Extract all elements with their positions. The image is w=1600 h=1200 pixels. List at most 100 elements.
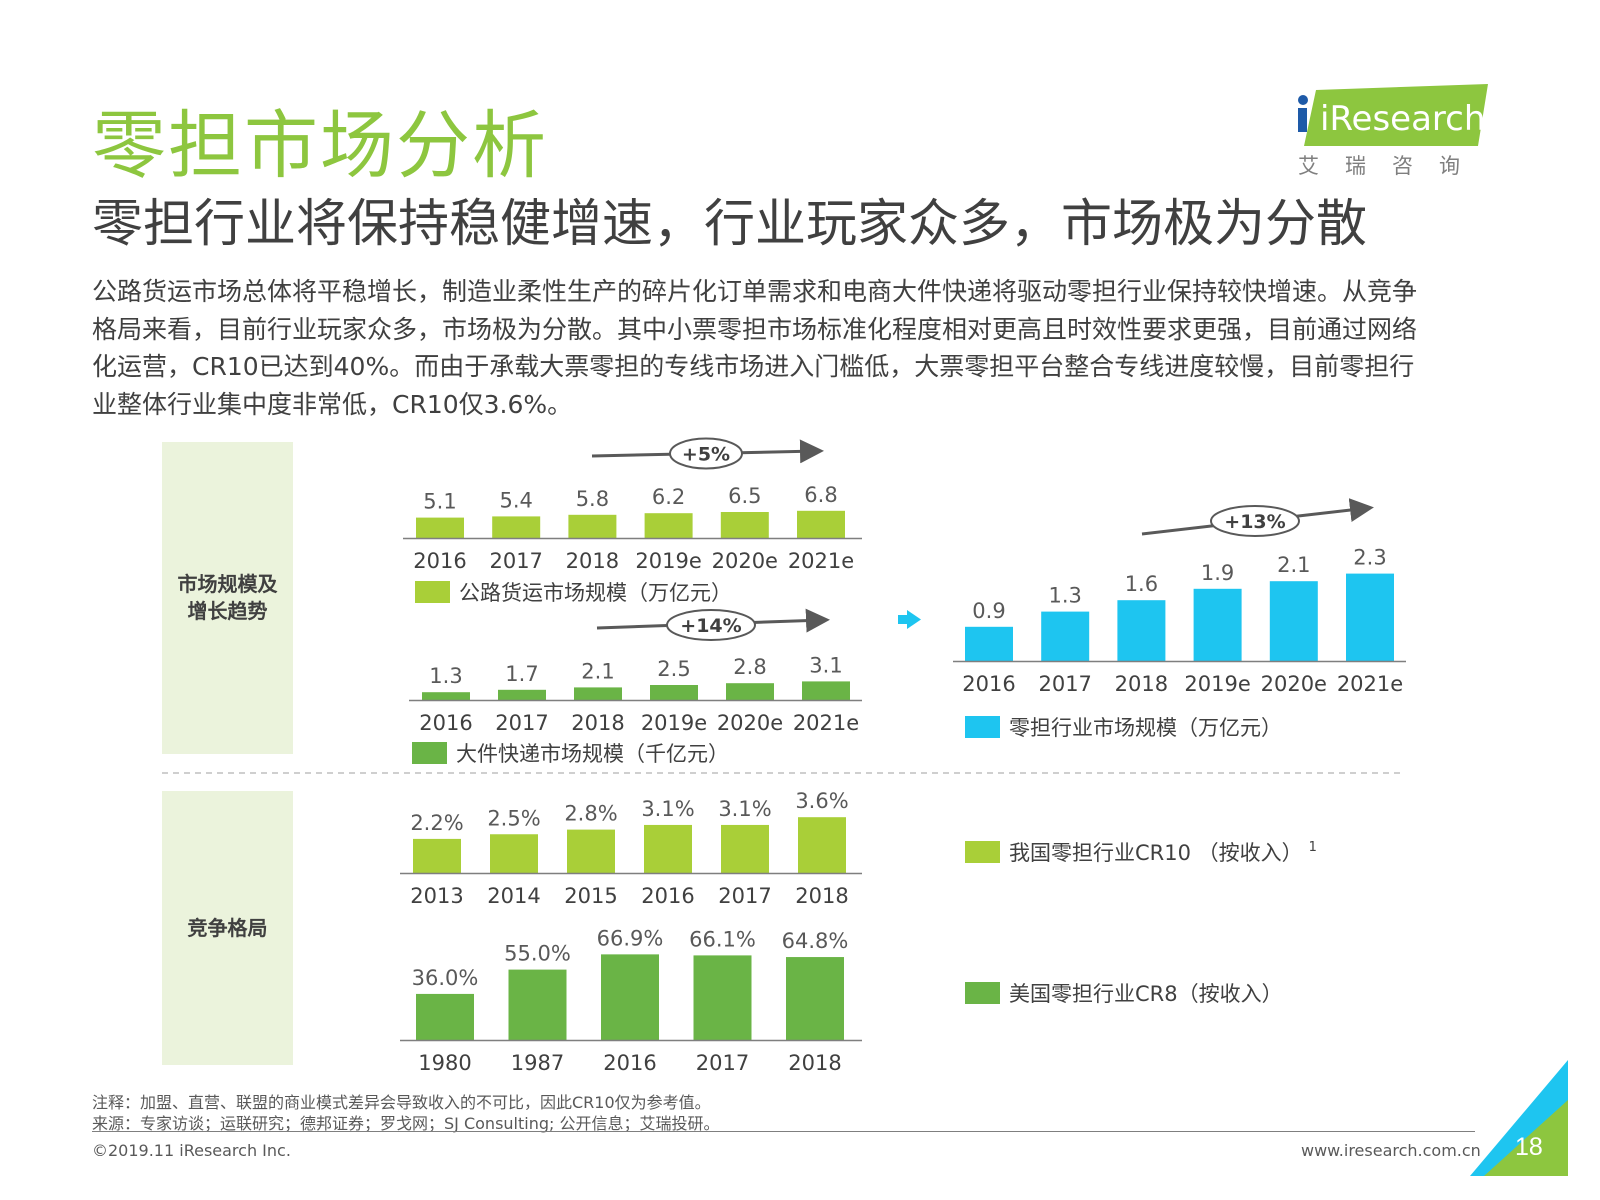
- bar: [508, 969, 567, 1040]
- tick-label: 2017: [718, 884, 771, 908]
- data-label: 1.3: [429, 664, 462, 688]
- legend-swatch: [965, 716, 1000, 738]
- legend-label: 美国零担行业CR8（按收入）: [1009, 982, 1283, 1006]
- flow-arrow-icon: [898, 610, 921, 629]
- corner-decoration: [1470, 1060, 1568, 1181]
- legend-swatch: [965, 841, 1000, 863]
- bar: [786, 957, 844, 1040]
- legend-label: 我国零担行业CR10 （按收入） 1: [1009, 840, 1317, 865]
- data-label: 3.1: [809, 653, 842, 677]
- data-label: 2.1: [1277, 553, 1310, 577]
- bar: [798, 817, 846, 873]
- data-label: 1.3: [1048, 584, 1081, 608]
- bar: [1041, 611, 1090, 661]
- chart-china-cr10: 2.2% 2013 2.5% 2014 2.8% 2015 3.1% 2016 3.1% 2017…: [400, 789, 1317, 908]
- bar: [498, 689, 546, 700]
- chart-bulky-express: +14% 1.3 2016 1.7 2017 2.1 2018 2.5 2019e 2.8 2020…: [409, 608, 862, 766]
- data-label: 2.2%: [410, 811, 463, 835]
- bar: [693, 955, 752, 1040]
- data-label: 5.1: [423, 490, 456, 514]
- data-label: 2.5%: [487, 806, 540, 830]
- tick-label: 2021e: [1337, 672, 1403, 696]
- tick-label: 2016: [413, 549, 466, 573]
- data-label: 3.1%: [718, 797, 771, 821]
- tick-label: 2021e: [793, 711, 859, 735]
- tick-label: 2016: [962, 672, 1015, 696]
- tick-label: 2019e: [641, 711, 707, 735]
- growth-rate-label: +13%: [1224, 511, 1285, 533]
- body-paragraph: 公路货运市场总体将平稳增长，制造业柔性生产的碎片化订单需求和电商大件快递将驱动零…: [92, 273, 1482, 423]
- tick-label: 2018: [795, 884, 848, 908]
- data-label: 64.8%: [782, 929, 849, 953]
- tick-label: 2018: [788, 1051, 841, 1075]
- legend: 美国零担行业CR8（按收入）: [965, 982, 1283, 1006]
- bar: [644, 824, 692, 873]
- legend-label: 公路货运市场规模（万亿元）: [459, 581, 732, 605]
- data-label: 66.9%: [597, 926, 664, 950]
- legend: 零担行业市场规模（万亿元）: [965, 716, 1282, 740]
- chart-ltl-market: +13% 0.9 2016 1.3 2017 1.6 2018 1.9 2019e 2.1 2020…: [953, 498, 1406, 740]
- data-label: 66.1%: [689, 927, 756, 951]
- bar: [797, 510, 845, 538]
- data-label: 3.6%: [795, 789, 848, 813]
- bar: [965, 626, 1013, 661]
- tick-label: 2020e: [712, 549, 778, 573]
- bar: [413, 838, 461, 873]
- legend: 我国零担行业CR10 （按收入） 1: [965, 840, 1317, 865]
- page-title: 零担市场分析: [92, 103, 548, 189]
- bar: [422, 692, 470, 700]
- data-label: 5.4: [499, 488, 532, 512]
- growth-badge: [669, 437, 743, 470]
- body-line: 公路货运市场总体将平稳增长，制造业柔性生产的碎片化订单需求和电商大件快递将驱动零…: [92, 277, 1418, 306]
- data-label: 6.2: [652, 485, 685, 509]
- panel-market-trend: 市场规模及 增长趋势: [162, 442, 293, 754]
- footnote-note: 注释：加盟、直营、联盟的商业模式差异会导致收入的不可比，因此CR10仅为参考值。: [92, 1093, 711, 1112]
- tick-label: 2017: [495, 711, 548, 735]
- bar: [416, 993, 474, 1040]
- bar: [650, 685, 698, 700]
- tick-label: 2019e: [1184, 672, 1250, 696]
- legend-swatch: [965, 982, 1000, 1004]
- data-label: 1.7: [505, 662, 538, 686]
- data-label: 2.8: [733, 655, 766, 679]
- tick-label: 2018: [1115, 672, 1168, 696]
- growth-badge: [1210, 505, 1300, 537]
- legend-swatch: [415, 581, 450, 603]
- tick-label: 2017: [696, 1051, 749, 1075]
- tick-label: 1987: [511, 1051, 564, 1075]
- data-label: 1.9: [1201, 561, 1234, 585]
- tick-label: 2016: [603, 1051, 656, 1075]
- data-label: 5.8: [576, 487, 609, 511]
- footer-rule: [92, 1131, 1475, 1132]
- legend: 大件快递市场规模（千亿元）: [412, 742, 729, 766]
- website-link[interactable]: www.iresearch.com.cn: [1301, 1141, 1481, 1160]
- tick-label: 2016: [419, 711, 472, 735]
- brand-logo: iResearch: [1296, 82, 1492, 148]
- legend-swatch: [412, 742, 447, 764]
- chart-us-cr8: 36.0% 1980 55.0% 1987 66.9% 2016 66.1% 2017 64.8…: [400, 926, 1283, 1075]
- bar: [720, 512, 769, 538]
- data-label: 2.8%: [564, 802, 617, 826]
- copyright: ©2019.11 iResearch Inc.: [92, 1141, 291, 1160]
- bar: [802, 681, 850, 700]
- bar: [1193, 588, 1242, 661]
- bar: [721, 824, 769, 873]
- tick-label: 2013: [410, 884, 463, 908]
- growth-rate-label: +5%: [682, 444, 730, 466]
- data-label: 3.1%: [641, 797, 694, 821]
- footnote-source: 来源：专家访谈；运联研究；德邦证券；罗戈网；SJ Consulting; 公开信…: [92, 1114, 720, 1133]
- data-label: 55.0%: [504, 942, 571, 966]
- tick-label: 2016: [641, 884, 694, 908]
- bar: [1269, 581, 1318, 661]
- bar: [644, 513, 693, 538]
- bar: [416, 517, 464, 538]
- bar: [601, 954, 659, 1040]
- panel-market-label: 市场规模及 增长趋势: [177, 572, 278, 623]
- tick-label: 2017: [1038, 672, 1091, 696]
- page-number: 18: [1515, 1133, 1543, 1161]
- data-label: 36.0%: [412, 966, 479, 990]
- data-label: 0.9: [972, 599, 1005, 623]
- bar: [1117, 600, 1166, 661]
- bar: [726, 683, 774, 700]
- legend-label: 零担行业市场规模（万亿元）: [1009, 716, 1282, 740]
